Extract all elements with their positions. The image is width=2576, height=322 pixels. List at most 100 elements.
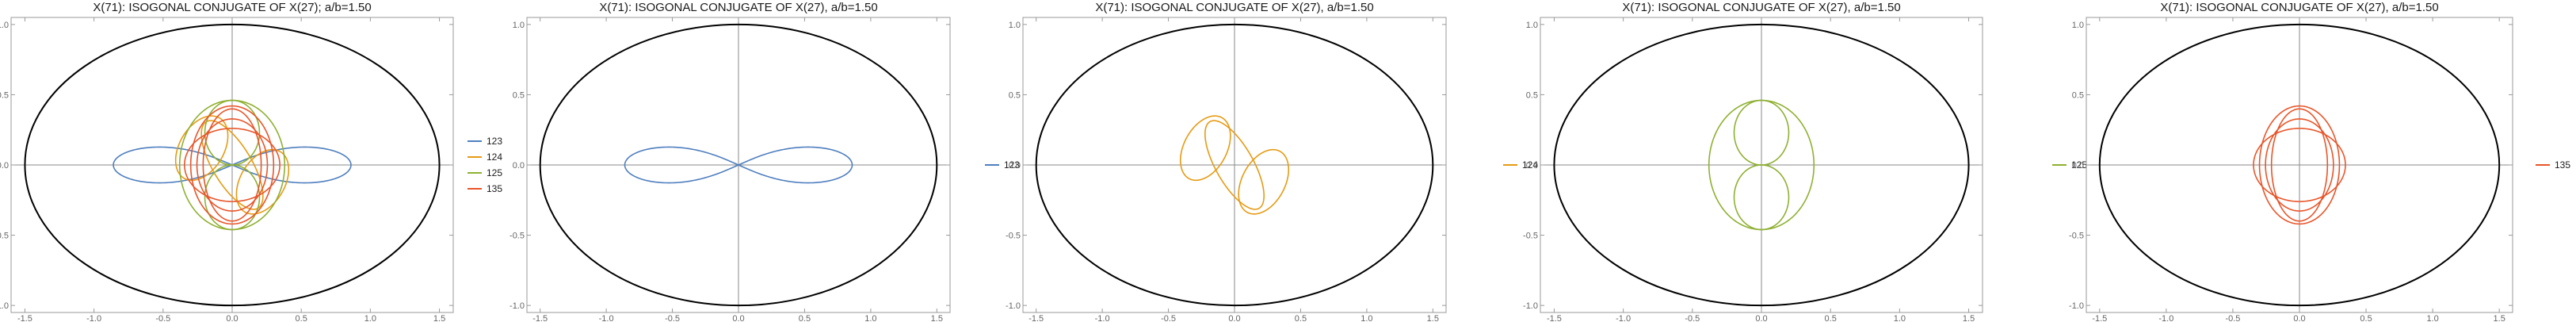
chart-title: X(71): ISOGONAL CONJUGATE OF X(27), a/b=… [1095, 1, 1373, 14]
series-path [1204, 120, 1265, 210]
y-tick-label: -0.5 [509, 232, 525, 241]
chart-title: X(71): ISOGONAL CONJUGATE OF X(27); a/b=… [93, 1, 371, 14]
series-path [1733, 164, 1790, 231]
x-tick-label: 0.0 [226, 314, 238, 322]
series-path [1733, 99, 1790, 166]
x-tick-label: 0.5 [799, 314, 811, 322]
chart-title: X(71): ISOGONAL CONJUGATE OF X(27), a/b=… [599, 1, 877, 14]
x-tick-label: -1.0 [1616, 314, 1631, 322]
x-tick-label: -1.0 [599, 314, 614, 322]
series-path [1179, 115, 1231, 182]
y-tick-label: 1.0 [0, 21, 9, 30]
y-tick-label: 0.0 [513, 161, 525, 171]
legend-label: 125 [487, 167, 502, 178]
y-tick-label: -0.5 [1523, 232, 1538, 241]
x-tick-label: 0.0 [2293, 314, 2305, 322]
series-path [2265, 118, 2334, 212]
series-path [202, 108, 262, 222]
y-tick-label: 1.0 [1009, 21, 1021, 30]
y-tick-label: 1.0 [1526, 21, 1538, 30]
x-tick-label: -0.5 [1161, 314, 1176, 322]
x-tick-label: 1.5 [1963, 314, 1975, 322]
reference-ellipse [2098, 23, 2501, 307]
x-tick-label: -1.0 [1095, 314, 1110, 322]
chart-panel-3: X(71): ISOGONAL CONJUGATE OF X(27), a/b=… [1006, 1, 1538, 322]
y-tick-label: -1.0 [1006, 301, 1021, 311]
reference-ellipse [1035, 23, 1434, 307]
series-path [1238, 148, 1290, 215]
x-tick-label: 1.0 [1894, 314, 1906, 322]
y-tick-label: -1.0 [0, 301, 9, 311]
legend-label: 124 [1522, 159, 1538, 171]
x-tick-label: 1.0 [1361, 314, 1372, 322]
legend-label: 135 [2555, 159, 2570, 171]
series-path [2258, 105, 2341, 225]
x-tick-label: 1.0 [364, 314, 376, 322]
series-path [204, 99, 261, 166]
series-path [1708, 99, 1815, 231]
x-tick-label: -0.5 [2225, 314, 2240, 322]
legend-label: 124 [487, 151, 502, 163]
y-tick-label: 1.0 [2072, 21, 2084, 30]
series-path [178, 99, 286, 231]
chart-title: X(71): ISOGONAL CONJUGATE OF X(27), a/b=… [2160, 1, 2438, 14]
y-tick-label: 0.0 [2072, 161, 2084, 171]
y-tick-label: 0.5 [0, 90, 9, 100]
series-path [189, 105, 275, 225]
y-tick-label: -0.5 [0, 232, 9, 241]
y-tick-label: -1.0 [509, 301, 525, 311]
series-path [624, 146, 853, 184]
series-125-curve [178, 99, 286, 231]
legend-label: 123 [1004, 159, 1020, 171]
series-135-curve [2253, 105, 2346, 225]
x-tick-label: -1.5 [1547, 314, 1562, 322]
x-tick-label: 0.5 [296, 314, 307, 322]
x-tick-label: -1.0 [2158, 314, 2173, 322]
series-124-curve [1179, 115, 1290, 215]
y-tick-label: -0.5 [2069, 232, 2084, 241]
chart-panel-2: X(71): ISOGONAL CONJUGATE OF X(27), a/b=… [509, 1, 1020, 322]
x-tick-label: 0.5 [1825, 314, 1837, 322]
x-tick-label: 0.0 [1228, 314, 1240, 322]
chart-panel-5: X(71): ISOGONAL CONJUGATE OF X(27), a/b=… [2069, 1, 2570, 322]
x-tick-label: -1.5 [17, 314, 32, 322]
series-135-curve [184, 105, 280, 225]
reference-ellipse [24, 23, 441, 307]
x-tick-label: 0.5 [2360, 314, 2372, 322]
chart-panel-1: X(71): ISOGONAL CONJUGATE OF X(27); a/b=… [0, 1, 502, 322]
x-tick-label: -1.5 [532, 314, 548, 322]
x-tick-label: 1.0 [864, 314, 876, 322]
chart-title: X(71): ISOGONAL CONJUGATE OF X(27), a/b=… [1622, 1, 1900, 14]
x-tick-label: 1.5 [931, 314, 943, 322]
legend-label: 123 [487, 136, 502, 147]
y-tick-label: 1.0 [513, 21, 525, 30]
y-tick-label: 0.5 [1009, 90, 1021, 100]
y-tick-label: 0.5 [1526, 90, 1538, 100]
y-tick-label: 0.0 [1009, 161, 1021, 171]
x-tick-label: -0.5 [665, 314, 680, 322]
x-tick-label: -0.5 [1685, 314, 1700, 322]
y-tick-label: 0.0 [0, 161, 9, 171]
x-tick-label: 0.0 [1755, 314, 1767, 322]
x-tick-label: 1.5 [433, 314, 445, 322]
y-tick-label: 0.0 [1526, 161, 1538, 171]
x-tick-label: -1.5 [2092, 314, 2107, 322]
chart-panel-4: X(71): ISOGONAL CONJUGATE OF X(27), a/b=… [1523, 1, 2087, 322]
series-path [2270, 108, 2329, 222]
y-tick-label: -1.0 [2069, 301, 2084, 311]
x-tick-label: 0.5 [1295, 314, 1307, 322]
reference-ellipse [1553, 23, 1970, 307]
y-tick-label: 0.5 [2072, 90, 2084, 100]
series-path [204, 164, 261, 231]
x-tick-label: 1.5 [2494, 314, 2505, 322]
y-tick-label: -0.5 [1006, 232, 1021, 241]
series-path [196, 118, 269, 212]
x-tick-label: -1.5 [1028, 314, 1044, 322]
x-tick-label: 1.0 [2426, 314, 2438, 322]
reference-ellipse [539, 23, 938, 307]
series-125-curve [1708, 99, 1815, 231]
x-tick-label: 0.0 [732, 314, 744, 322]
legend-label: 135 [487, 183, 502, 194]
y-tick-label: -1.0 [1523, 301, 1538, 311]
